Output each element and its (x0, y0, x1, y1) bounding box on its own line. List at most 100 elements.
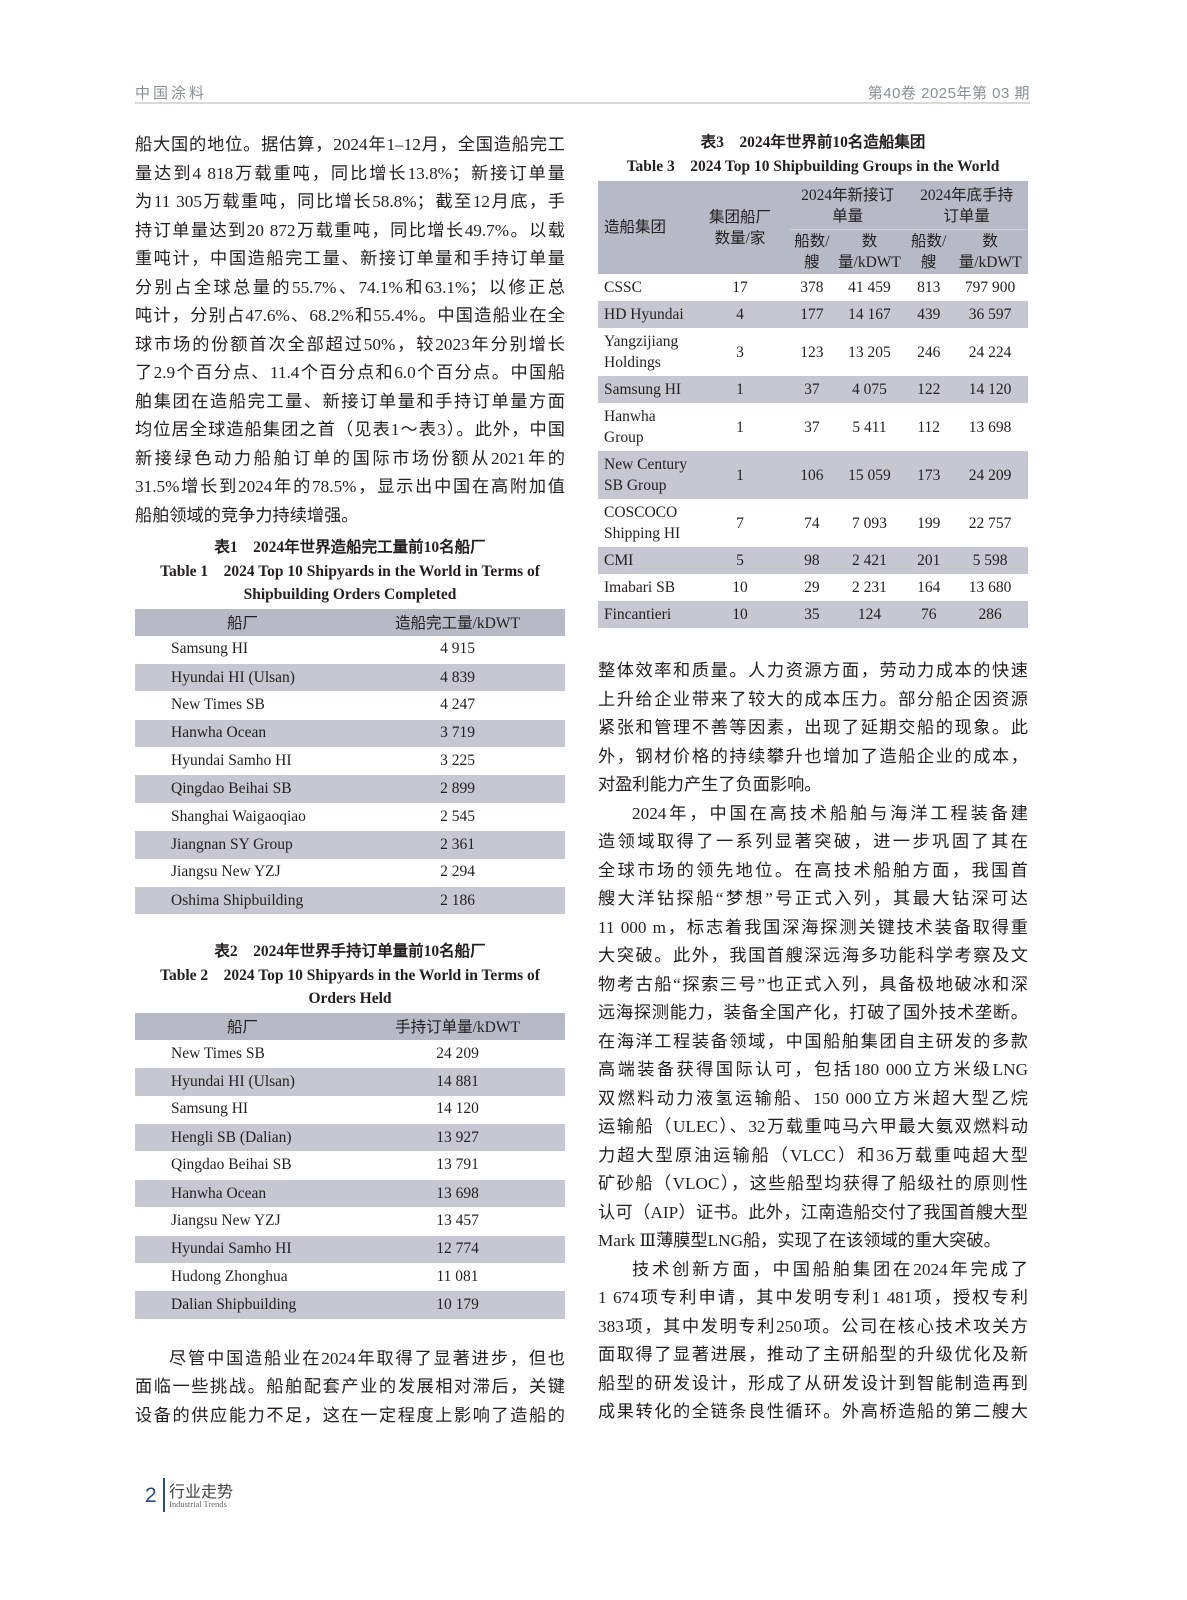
table-row: Jiangsu New YZJ 2 294 (135, 859, 565, 887)
value-cell: 11 081 (436, 1267, 479, 1285)
shipyard-cell: Hudong Zhonghua (171, 1267, 288, 1285)
text-line: 1 674项专利申请，其中发明专利1 481项，授权专利 (598, 1288, 1028, 1307)
shipyard-cell: Qingdao Beihai SB (135, 774, 350, 803)
value-cell: 122 (905, 376, 953, 403)
column-header: 造船完工量/kDWT (350, 608, 565, 636)
caption-zh: 表2 2024年世界手持订单量前10名船厂 (214, 943, 486, 961)
value-cell: 797 900 (964, 279, 1016, 296)
text-line: 在海洋工程装备领域，中国船舶集团自主研发的多款 (598, 1031, 1028, 1051)
table-row: Samsung HI 1 37 4 075 122 14 120 (598, 376, 1028, 403)
value-cell: 41 459 (848, 279, 891, 296)
column-header: 船厂 (135, 608, 350, 636)
col-yards: 集团船厂数量/家 (690, 181, 790, 274)
table-row: Samsung HI 4 915 (135, 636, 565, 664)
value-cell: 378 (800, 279, 824, 296)
value-cell: 14 120 (952, 376, 1028, 403)
value-cell: 10 (690, 601, 790, 628)
value-cell: 14 167 (833, 301, 906, 328)
table-row: Jiangsu New YZJ 13 457 (135, 1207, 565, 1235)
text-line: 认可（AIP）证书。此外，江南造船交付了我国首艘大型 (598, 1202, 1028, 1222)
right-column: 表3 2024年世界前10名造船集团 Table 3 2024 Top 10 S… (598, 131, 1028, 1427)
group-cell: Imabari SB (604, 579, 676, 596)
table-row: Hanwha Group 1 37 5 411 112 13 698 (598, 403, 1028, 451)
value-cell: 4 (690, 301, 790, 328)
section-name: 行业走势 (169, 1482, 234, 1501)
value-cell: 3 (736, 343, 744, 361)
value-cell: 2 421 (833, 547, 906, 574)
caption-zh: 表3 2024年世界前10名造船集团 (700, 134, 926, 151)
col-held: 2024年底手持订单量 (905, 181, 1028, 230)
shipyard-cell: Hanwha Ocean (135, 1178, 350, 1208)
value-cell: 35 (790, 601, 834, 628)
text-line: 船大国的地位。据估算，2024年1–12月，全国造船完工 (135, 135, 565, 154)
text-line: 物考古船“探索三号”也正式入列，具备极地破冰和深 (598, 974, 1028, 994)
value-cell: 24 224 (968, 343, 1012, 361)
journal-name: 中国涂料 (135, 85, 208, 102)
value-cell: 177 (790, 301, 834, 328)
right-body: 整体效率和质量。人力资源方面，劳动力成本的快速 上升给企业带来了较大的成本压力。部… (598, 657, 1028, 1427)
value-cell: 4 075 (833, 376, 906, 403)
table-row: CSSC 17 378 41 459 813 797 900 (598, 274, 1028, 301)
text-line: 紧张和管理不善等因素，出现了延期交船的现象。此 (598, 718, 1028, 737)
table-row: Qingdao Beihai SB 2 899 (135, 774, 565, 803)
shipyard-cell: Dalian Shipbuilding (135, 1290, 350, 1319)
group-cell: HD Hyundai (598, 301, 690, 328)
text-line: 分别占全球总量的55.7%、74.1%和63.1%；以修正总 (135, 277, 565, 297)
text-line: 外，钢材价格的持续攀升也增加了造船企业的成本， (598, 746, 1028, 766)
table-row: Hengli SB (Dalian) 13 927 (135, 1123, 565, 1152)
value-cell: 10 (732, 579, 748, 596)
value-cell: 2 186 (350, 886, 565, 915)
text-line: 面取得了显著进展，推动了主研船型的升级优化及新 (598, 1345, 1028, 1364)
table-row: Fincantieri 10 35 124 76 286 (598, 601, 1028, 628)
text-line: 艘大洋钻探船“梦想”号正式入列，其最大钻深可达 (598, 889, 1028, 908)
left-column: 船大国的地位。据估算，2024年1–12月，全国造船完工 量达到4 818万载重吨… (135, 131, 565, 1430)
text-line: 船舶领域的竞争力持续增强。 (135, 505, 359, 525)
text-line: 双燃料动力液氢运输船、150 000立方米超大型乙烷 (598, 1088, 1028, 1108)
value-cell: 112 (917, 418, 941, 436)
value-cell: 13 698 (350, 1178, 565, 1208)
value-cell: 1 (690, 376, 790, 403)
value-cell: 164 (917, 579, 941, 596)
section-name-en: Industrial Trends (169, 1499, 227, 1509)
value-cell: 13 457 (436, 1211, 479, 1229)
column-header: 手持订单量/kDWT (350, 1012, 565, 1040)
text-line: 球市场的份额首次全部超过50%，较2023年分别增长 (135, 334, 565, 354)
shipyard-cell: Hyundai Samho HI (171, 751, 292, 769)
shipyard-cell: Hyundai HI (Ulsan) (135, 662, 350, 692)
value-cell: 439 (905, 301, 953, 328)
value-cell: 2 294 (440, 863, 475, 881)
shipyard-cell: Samsung HI (171, 640, 249, 658)
table-row: HD Hyundai 4 177 14 167 439 36 597 (598, 301, 1028, 328)
text-line: 383项，其中发明专利250项。公司在核心技术攻关方 (598, 1316, 1028, 1336)
text-line: 新接绿色动力船舶订单的国际市场份额从2021年的 (135, 448, 565, 468)
table-row: Hyundai Samho HI 12 774 (135, 1234, 565, 1264)
value-cell: 124 (833, 601, 906, 628)
value-cell: 5 411 (852, 418, 887, 436)
value-cell: 36 597 (952, 301, 1028, 328)
value-cell: 10 179 (350, 1290, 565, 1319)
table-row: Dalian Shipbuilding 10 179 (135, 1290, 565, 1319)
page-number: 2 (145, 1484, 157, 1507)
text-line: 持订单量达到20 872万载重吨，同比增长49.7%。以载 (135, 220, 565, 240)
col-kdwt: 数量/kDWT (833, 229, 906, 274)
value-cell: 1 (690, 451, 790, 499)
caption-en: Shipbuilding Orders Completed (243, 586, 457, 603)
value-cell: 3 225 (440, 751, 475, 769)
shipyard-cell: Hanwha Ocean (135, 718, 350, 748)
table2-caption: 表2 2024年世界手持订单量前10名船厂 Table 2 2024 Top 1… (135, 940, 565, 1011)
value-cell: 13 680 (968, 579, 1012, 596)
table-row: New Times SB 24 209 (135, 1040, 565, 1068)
value-cell: 37 (790, 376, 834, 403)
body-paragraph: 船大国的地位。据估算，2024年1–12月，全国造船完工 量达到4 818万载重吨… (135, 131, 565, 530)
table-row: New Times SB 4 247 (135, 691, 565, 719)
shipyard-cell: Shanghai Waigaoqiao (171, 807, 306, 825)
text-line: 为11 305万载重吨，同比增长58.8%；截至12月底，手 (135, 192, 565, 211)
value-cell: 286 (952, 601, 1028, 628)
table3: 造船集团 集团船厂数量/家 2024年新接订单量 2024年底手持订单量 船数/… (598, 181, 1028, 628)
text-line: 面临一些挑战。船舶配套产业的发展相对滞后，关键 (135, 1377, 565, 1397)
value-cell: 13 791 (436, 1156, 479, 1174)
body-paragraph: 尽管中国造船业在2024年取得了显著进步，但也 面临一些挑战。船舶配套产业的发展相… (135, 1345, 565, 1431)
text-line: 整体效率和质量。人力资源方面，劳动力成本的快速 (598, 661, 1028, 680)
value-cell: 246 (917, 343, 941, 361)
value-cell: 123 (800, 343, 824, 361)
